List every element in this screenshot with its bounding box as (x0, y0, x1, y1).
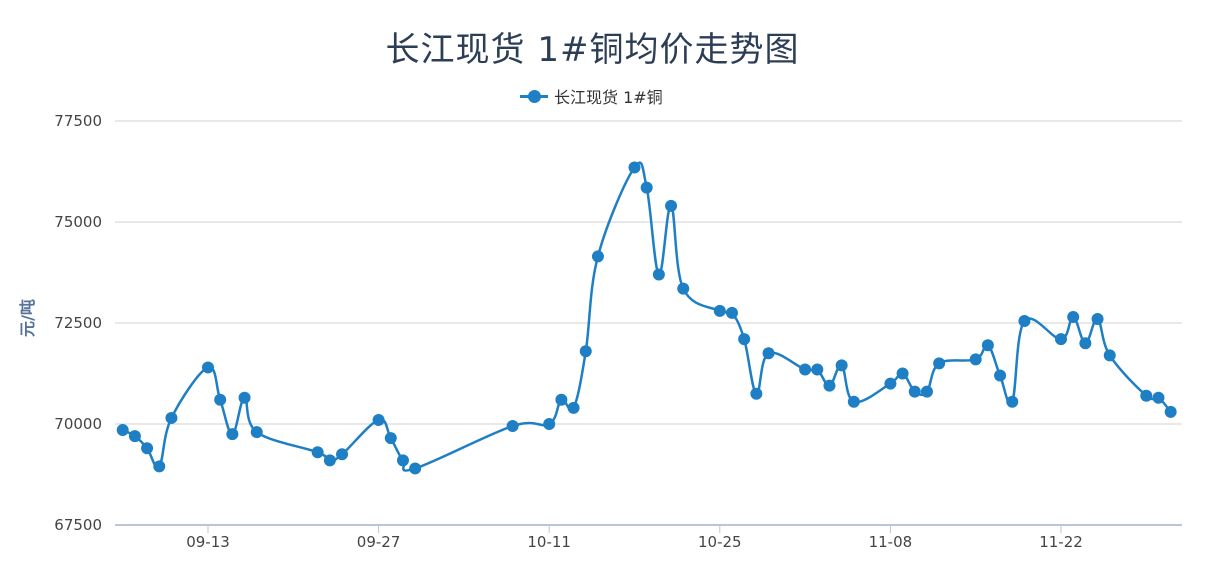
data-point (336, 448, 349, 461)
data-point (555, 393, 568, 406)
data-point (981, 339, 994, 352)
legend-label: 长江现货 1#铜 (554, 88, 663, 107)
data-point (567, 401, 580, 414)
data-point (677, 282, 690, 295)
data-point (1055, 333, 1067, 346)
x-tick-label: 11-08 (869, 533, 913, 551)
data-point (238, 391, 251, 404)
data-point (384, 432, 397, 445)
y-tick-label: 67500 (54, 516, 102, 534)
data-point (543, 418, 556, 430)
y-tick-label: 75000 (54, 213, 102, 231)
data-point (1103, 349, 1116, 362)
data-point (933, 357, 946, 370)
data-point (896, 367, 909, 380)
data-point (1091, 312, 1104, 325)
data-point (409, 462, 422, 475)
data-point (1067, 310, 1080, 323)
data-point (153, 460, 166, 473)
x-tick-label: 10-25 (698, 533, 742, 551)
data-point (1079, 337, 1092, 350)
data-point (1164, 405, 1177, 418)
y-tick-label: 77500 (54, 112, 102, 130)
data-point (799, 363, 812, 376)
data-point (396, 454, 409, 467)
data-point (640, 181, 653, 194)
data-point (579, 345, 592, 358)
data-point (141, 442, 154, 455)
data-point (372, 413, 385, 426)
data-point (506, 420, 519, 433)
data-point (969, 353, 982, 366)
data-point (628, 161, 641, 174)
data-point (847, 395, 860, 408)
data-point (250, 426, 263, 439)
data-point (725, 306, 738, 319)
data-point (591, 250, 604, 263)
x-tick-label: 09-27 (357, 533, 401, 551)
data-point (908, 385, 921, 398)
x-tick-label: 11-22 (1039, 533, 1083, 551)
y-tick-label: 70000 (54, 415, 102, 433)
data-point (214, 393, 227, 406)
data-point (920, 385, 933, 398)
data-point (202, 361, 214, 374)
legend[interactable]: 长江现货 1#铜 (520, 84, 663, 108)
data-point (713, 304, 726, 317)
data-point (884, 377, 897, 390)
chart-title: 长江现货 1#铜均价走势图 (385, 30, 800, 70)
data-point (323, 454, 336, 467)
data-point (811, 363, 824, 376)
y-tick-label: 72500 (54, 314, 102, 332)
data-point (994, 369, 1007, 382)
x-tick-label: 09-13 (186, 533, 230, 551)
data-point (823, 379, 836, 392)
legend-swatch (520, 84, 548, 108)
data-point (311, 446, 324, 459)
data-point (665, 199, 678, 212)
data-point (1018, 314, 1031, 327)
data-point (1006, 395, 1019, 408)
data-point (738, 333, 751, 346)
data-point (226, 428, 239, 441)
data-point (128, 430, 141, 443)
data-point (762, 347, 775, 360)
data-point (116, 424, 129, 437)
data-point (165, 411, 178, 424)
data-point (652, 268, 665, 281)
data-point (1140, 389, 1153, 402)
data-point (1152, 391, 1165, 404)
data-point (750, 387, 763, 400)
data-point (835, 359, 848, 372)
x-tick-label: 10-11 (527, 533, 571, 551)
